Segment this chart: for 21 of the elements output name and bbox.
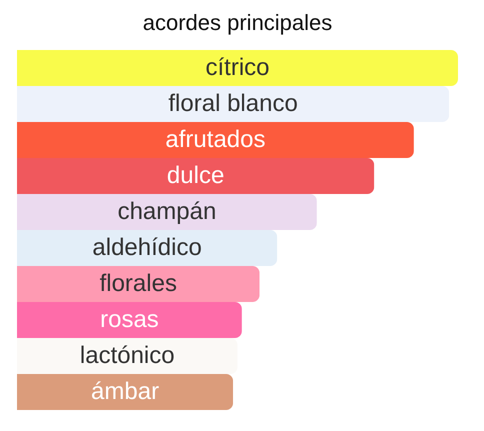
bar: [17, 158, 374, 194]
bar: [17, 122, 414, 158]
y-tick-label: florales: [100, 270, 177, 297]
bar: [17, 50, 458, 86]
y-tick-label: afrutados: [165, 126, 266, 153]
bar: [17, 194, 317, 230]
bar: [17, 86, 450, 122]
y-tick-label: cítrico: [205, 54, 270, 81]
bar: [17, 374, 234, 410]
y-tick-label: floral blanco: [168, 90, 298, 117]
y-tick-label: dulce: [166, 162, 224, 189]
y-tick-label: lactónico: [80, 342, 175, 369]
y-tick-label: ámbar: [91, 378, 160, 405]
bar: [17, 266, 260, 302]
bar: [17, 230, 278, 266]
y-tick-label: champán: [118, 198, 216, 225]
y-tick-label: rosas: [100, 306, 159, 333]
chart-title: acordes principales: [142, 10, 332, 35]
bar: [17, 302, 242, 338]
y-tick-label: aldehídico: [92, 234, 202, 261]
bar: [17, 338, 238, 374]
